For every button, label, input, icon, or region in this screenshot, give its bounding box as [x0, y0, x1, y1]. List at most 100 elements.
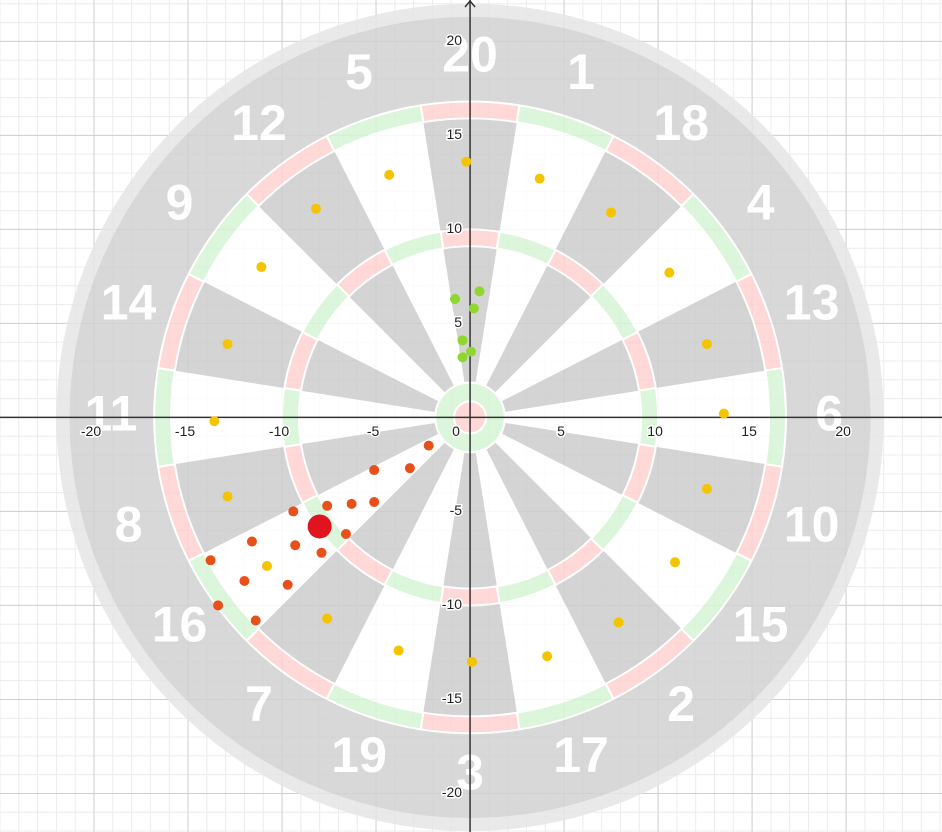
double-ring [515, 104, 615, 153]
single-outer [603, 502, 737, 629]
dart-point [664, 267, 675, 278]
y-tick-label: 15 [446, 126, 462, 142]
dart-point [450, 293, 461, 304]
single-inner [501, 339, 640, 412]
board-number: 16 [152, 597, 208, 653]
dart-point [288, 506, 299, 517]
axis-arrow [464, 0, 476, 8]
board-number: 9 [166, 175, 194, 231]
double-ring [680, 551, 753, 643]
board-number: 19 [331, 727, 387, 783]
dart-point [213, 600, 224, 611]
board-number: 13 [784, 275, 840, 331]
double-ring [325, 682, 425, 731]
board-number: 10 [784, 497, 840, 553]
dart-point [256, 261, 267, 272]
dart-point [534, 173, 545, 184]
dart-point [613, 617, 624, 628]
double-ring [515, 682, 615, 731]
x-tick-label: -5 [367, 423, 380, 439]
single-outer [499, 122, 606, 250]
board-number: 6 [815, 386, 843, 442]
double-ring [187, 192, 261, 284]
triple-ring [495, 568, 557, 605]
dart-point [369, 465, 380, 476]
x-tick-label: -20 [81, 423, 101, 439]
dart-point [322, 500, 333, 511]
dart-point [606, 207, 617, 218]
triple-ring [546, 248, 605, 298]
y-tick-label: 10 [446, 220, 462, 236]
triple-ring [383, 568, 445, 605]
single-outer [334, 122, 441, 250]
triple-ring [301, 283, 351, 342]
triple-ring [335, 536, 394, 587]
single-inner [349, 442, 455, 570]
dart-point [474, 286, 485, 297]
board-number: 11 [85, 386, 138, 442]
single-outer [174, 281, 303, 388]
x-tick-label: 10 [647, 423, 663, 439]
dart-point [393, 645, 404, 656]
dart-point [282, 579, 293, 590]
dart-point [322, 613, 333, 624]
dart-point [384, 169, 395, 180]
double-ring [735, 463, 784, 563]
single-outer [637, 446, 766, 554]
double-ring [604, 134, 695, 208]
dart-point [461, 156, 472, 167]
dart-point [423, 440, 434, 451]
board-number: 2 [667, 676, 695, 732]
single-inner [485, 442, 592, 570]
y-tick-label: -20 [442, 784, 462, 800]
single-inner [301, 339, 440, 412]
x-tick-label: 15 [741, 423, 757, 439]
board-number: 15 [733, 597, 789, 653]
dart-point [369, 497, 380, 508]
double-ring [325, 104, 425, 153]
single-inner [475, 448, 548, 587]
triple-ring [495, 230, 557, 267]
double-ring [156, 463, 206, 563]
board-number: 17 [553, 727, 609, 783]
dart-point [404, 463, 415, 474]
dart-point [290, 540, 301, 551]
dart-point [468, 303, 479, 314]
triple-ring [621, 330, 657, 392]
triple-ring [335, 248, 394, 298]
single-inner [317, 433, 446, 539]
x-tick-label: -10 [269, 423, 289, 439]
double-ring [735, 272, 784, 372]
board-number: 1 [567, 44, 595, 100]
single-outer [555, 550, 682, 684]
board-number: 14 [101, 275, 157, 331]
dart-point [246, 536, 257, 547]
dart-point [316, 547, 327, 558]
single-inner [392, 448, 465, 587]
x-tick-label: 5 [557, 423, 565, 439]
single-inner [349, 264, 455, 393]
dart-point [670, 557, 681, 568]
triple-ring [283, 330, 319, 392]
dart-point [542, 651, 553, 662]
dart-point [466, 656, 477, 667]
y-tick-label: 20 [446, 32, 462, 48]
single-outer [174, 446, 303, 554]
triple-ring [283, 443, 319, 505]
dart-point [346, 498, 357, 509]
single-outer [258, 550, 385, 684]
single-outer [203, 206, 338, 333]
y-tick-label: 5 [454, 314, 462, 330]
board-number: 18 [653, 95, 709, 151]
y-tick-label: -5 [450, 502, 463, 518]
x-tick-label: 0 [452, 423, 460, 439]
board-number: 8 [115, 497, 143, 553]
dart-point [340, 528, 351, 539]
dart-point [222, 339, 233, 350]
double-ring [156, 272, 206, 372]
dart-point [310, 203, 321, 214]
dart-point [457, 335, 468, 346]
single-outer [555, 151, 682, 285]
